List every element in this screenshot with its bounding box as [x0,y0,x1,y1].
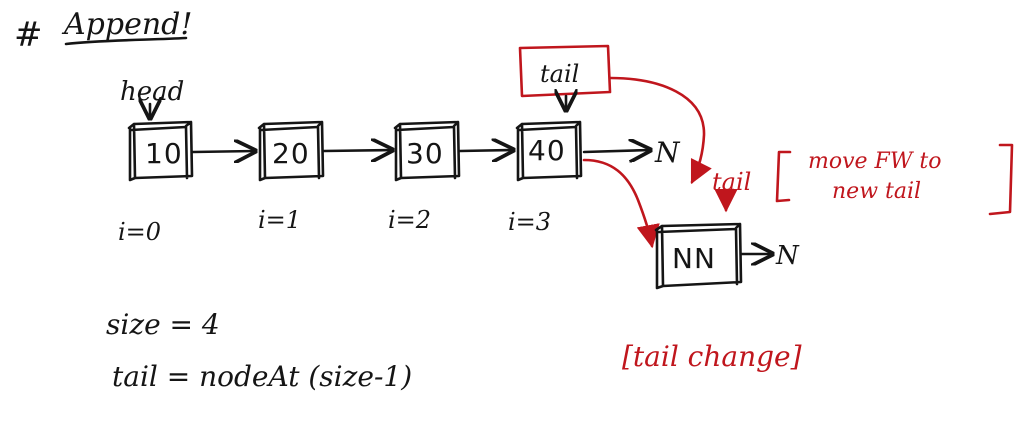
note-left-bracket [775,150,792,203]
link-arrow-20-30 [322,150,392,151]
node-10-value: 10 [145,137,183,170]
head-label: head [120,77,184,107]
new-node-link-arrow [582,158,660,249]
tail-move-arrow [608,76,712,185]
node-10-box [127,120,194,182]
node-30: 30 [393,120,461,182]
new-node: NN [654,222,743,290]
node-30-box [393,120,461,182]
node-10: 10 [127,120,194,182]
index-label-3: i=3 [508,208,551,236]
code-line-tail: tail = nodeAt (size-1) [112,360,412,393]
heading-underline [64,36,188,46]
node-40: 40 [515,120,583,182]
tail-label: tail [540,60,579,88]
heading-hash: # [14,15,43,55]
link-arrow-10-20 [191,151,255,152]
tail-label-box [518,44,612,98]
null-label: N [654,136,681,169]
note-right-bracket [988,143,1014,216]
node-40-box [515,120,583,182]
node-20-value: 20 [272,137,310,170]
code-line-size: size = 4 [106,308,220,341]
node-20-box [257,120,325,182]
tail-change-caption: [tail change] [622,340,802,373]
node-40-value: 40 [528,134,566,167]
heading-title: Append! [61,7,192,42]
new-node-box [654,222,743,290]
index-label-0: i=0 [118,218,161,246]
index-label-2: i=2 [388,206,431,234]
index-label-1: i=1 [258,206,301,234]
new-node-null-label: N [775,241,800,271]
note-line-1: move FW to [808,149,942,174]
node-20: 20 [257,120,325,182]
node-30-value: 30 [406,137,444,170]
new-tail-label: tail [712,168,751,196]
note-line-2: new tail [832,179,921,204]
link-arrow-30-40 [458,150,513,151]
link-arrow-40-null [582,150,650,152]
new-node-value: NN [672,242,716,275]
